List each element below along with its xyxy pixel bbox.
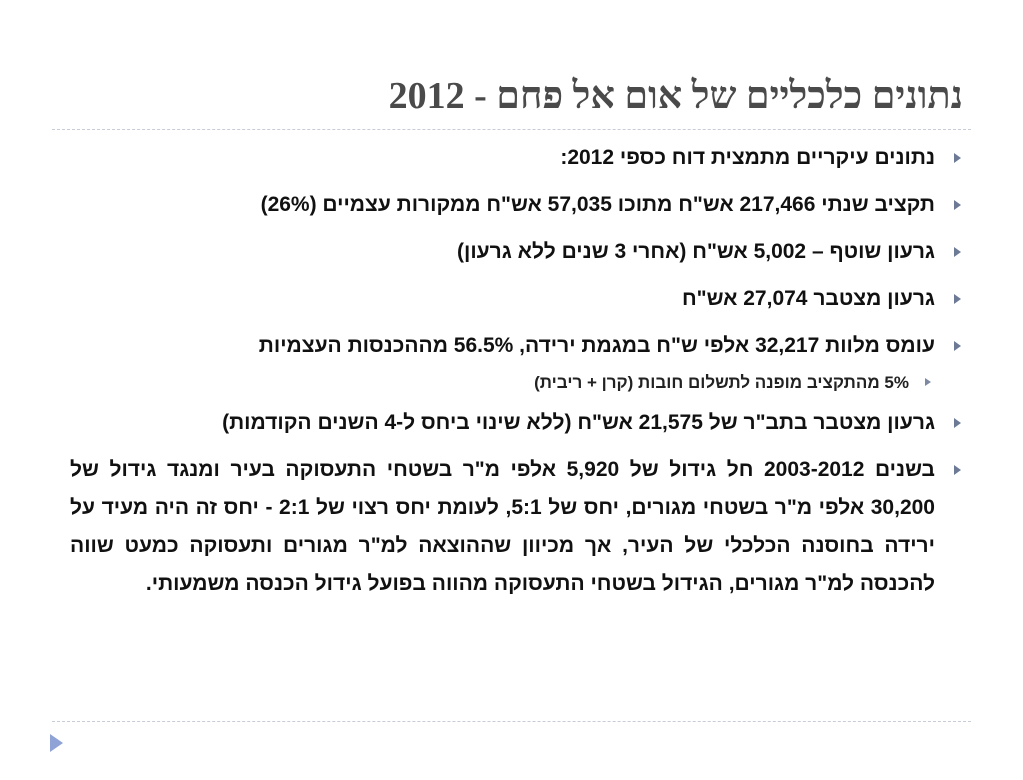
sub-bullet-text: 5% מהתקציב מופנה לתשלום חובות (קרן + ריב… — [534, 373, 909, 392]
bullet-item: גרעון שוטף – 5,002 אש"ח (אחרי 3 שנים ללא… — [70, 233, 961, 271]
bullet-item-paragraph: בשנים 2003-2012 חל גידול של 5,920 אלפי מ… — [70, 451, 961, 603]
triangle-right-icon — [954, 465, 961, 475]
next-slide-arrow-icon[interactable] — [50, 734, 63, 752]
bullet-text: נתונים עיקריים מתמצית דוח כספי 2012: — [560, 146, 935, 169]
bullet-item: עומס מלוות 32,217 אלפי ש"ח במגמת ירידה, … — [70, 327, 961, 365]
bullet-text: עומס מלוות 32,217 אלפי ש"ח במגמת ירידה, … — [258, 334, 935, 357]
slide-title: נתונים כלכליים של אום אל פחם - 2012 — [388, 75, 963, 117]
bullet-item: גרעון מצטבר בתב"ר של 21,575 אש"ח (ללא שי… — [70, 404, 961, 442]
bullet-text: תקציב שנתי 217,466 אש"ח מתוכו 57,035 אש"… — [260, 193, 935, 216]
sub-bullet-item: 5% מהתקציב מופנה לתשלום חובות (קרן + ריב… — [70, 368, 931, 398]
bullet-item: גרעון מצטבר 27,074 אש"ח — [70, 280, 961, 318]
triangle-right-icon — [954, 294, 961, 304]
bottom-divider — [52, 721, 971, 722]
bullet-item: תקציב שנתי 217,466 אש"ח מתוכו 57,035 אש"… — [70, 186, 961, 224]
triangle-right-icon — [925, 378, 931, 386]
bullet-item: נתונים עיקריים מתמצית דוח כספי 2012: — [70, 139, 961, 177]
top-divider — [52, 129, 971, 130]
bullet-text: גרעון מצטבר 27,074 אש"ח — [681, 287, 935, 310]
triangle-right-icon — [954, 418, 961, 428]
triangle-right-icon — [954, 247, 961, 257]
bullet-text: גרעון שוטף – 5,002 אש"ח (אחרי 3 שנים ללא… — [456, 240, 935, 263]
triangle-right-icon — [954, 153, 961, 163]
bullet-text: גרעון מצטבר בתב"ר של 21,575 אש"ח (ללא שי… — [222, 411, 935, 434]
bullet-text: בשנים 2003-2012 חל גידול של 5,920 אלפי מ… — [70, 458, 935, 595]
slide-content: נתונים עיקריים מתמצית דוח כספי 2012: תקצ… — [70, 139, 961, 612]
triangle-right-icon — [954, 200, 961, 210]
triangle-right-icon — [954, 341, 961, 351]
